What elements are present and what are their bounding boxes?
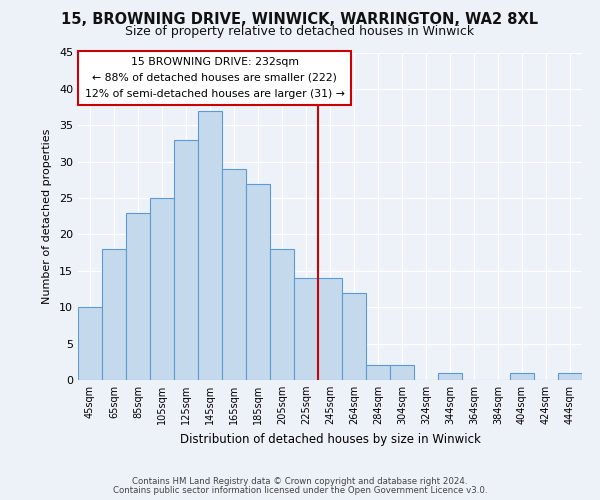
Text: Contains HM Land Registry data © Crown copyright and database right 2024.: Contains HM Land Registry data © Crown c… [132, 477, 468, 486]
Bar [126, 212, 150, 380]
Bar [294, 278, 318, 380]
Bar [222, 169, 246, 380]
Bar [366, 366, 390, 380]
Text: 15, BROWNING DRIVE, WINWICK, WARRINGTON, WA2 8XL: 15, BROWNING DRIVE, WINWICK, WARRINGTON,… [61, 12, 539, 28]
Y-axis label: Number of detached properties: Number of detached properties [42, 128, 52, 304]
Bar [270, 249, 294, 380]
Bar [246, 184, 270, 380]
X-axis label: Distribution of detached houses by size in Winwick: Distribution of detached houses by size … [179, 432, 481, 446]
Bar [438, 372, 462, 380]
Bar [510, 372, 534, 380]
Text: Size of property relative to detached houses in Winwick: Size of property relative to detached ho… [125, 25, 475, 38]
Text: Contains public sector information licensed under the Open Government Licence v3: Contains public sector information licen… [113, 486, 487, 495]
Bar [318, 278, 342, 380]
Bar [150, 198, 174, 380]
Text: 15 BROWNING DRIVE: 232sqm
← 88% of detached houses are smaller (222)
12% of semi: 15 BROWNING DRIVE: 232sqm ← 88% of detac… [85, 58, 345, 98]
Bar [174, 140, 198, 380]
Bar [102, 249, 126, 380]
Bar [558, 372, 582, 380]
Bar [342, 292, 366, 380]
Bar [78, 307, 102, 380]
Bar [390, 366, 414, 380]
Bar [198, 110, 222, 380]
